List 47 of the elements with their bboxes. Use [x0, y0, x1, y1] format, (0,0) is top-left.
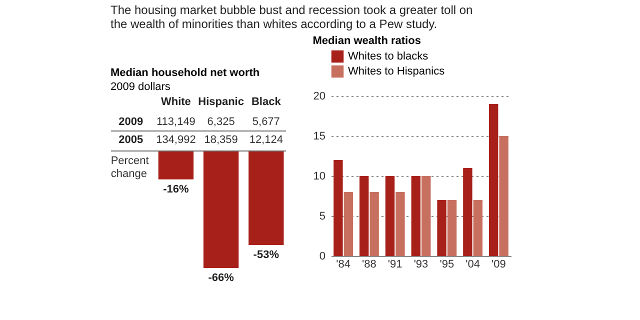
bar — [411, 176, 420, 256]
legend-label: Whites to Hispanics — [348, 66, 446, 78]
y-tick-label: 20 — [313, 90, 326, 102]
text: 134,992 — [156, 134, 196, 146]
bar — [488, 104, 498, 256]
bar — [473, 200, 483, 256]
x-tick-label: Black — [251, 96, 282, 108]
bar — [463, 168, 472, 256]
y-tick-label: 0 — [319, 250, 326, 262]
chart-subtitle: 2009 dollars — [110, 81, 171, 93]
x-tick-label: '09 — [492, 258, 506, 270]
text: 6,325 — [207, 116, 235, 128]
text: The housing market bubble bust and recession took a greater toll on the wealth of minorities than whites according to a Pew study. — [110, 3, 473, 31]
text: 18,359 — [204, 134, 238, 146]
x-tick-label: '84 — [336, 258, 350, 270]
text: 2009 — [118, 116, 144, 128]
x-tick-label: '95 — [440, 258, 454, 270]
data-label: -53% — [253, 248, 280, 261]
y-tick-label: 10 — [313, 170, 326, 182]
bar — [370, 192, 379, 256]
data-label: -16% — [163, 183, 190, 196]
bar — [359, 176, 369, 256]
bar — [334, 160, 343, 256]
x-tick-label: Hispanic — [198, 96, 244, 108]
y-tick-label: 15 — [313, 130, 326, 142]
text: 2005 — [118, 134, 144, 146]
x-tick-label: White — [160, 96, 191, 108]
annotation: Percent change — [110, 155, 149, 180]
bar — [396, 192, 405, 256]
chart-title: Median wealth ratios — [312, 35, 421, 47]
chart-title: Median household net worth — [110, 67, 260, 79]
data-label: -66% — [208, 272, 234, 284]
x-tick-label: '88 — [362, 258, 376, 270]
legend-label: Whites to blacks — [348, 50, 429, 62]
bar — [344, 192, 354, 256]
bar — [385, 176, 395, 256]
text: 113,149 — [156, 116, 196, 128]
text: 5,677 — [252, 116, 280, 128]
x-tick-label: '91 — [388, 258, 402, 270]
text: 12,124 — [249, 134, 283, 146]
bar — [437, 200, 446, 256]
bar — [447, 200, 457, 256]
bar — [422, 176, 431, 256]
x-tick-label: '93 — [414, 258, 428, 270]
bar — [499, 136, 508, 256]
y-tick-label: 5 — [319, 210, 326, 222]
x-tick-label: '04 — [466, 258, 480, 270]
